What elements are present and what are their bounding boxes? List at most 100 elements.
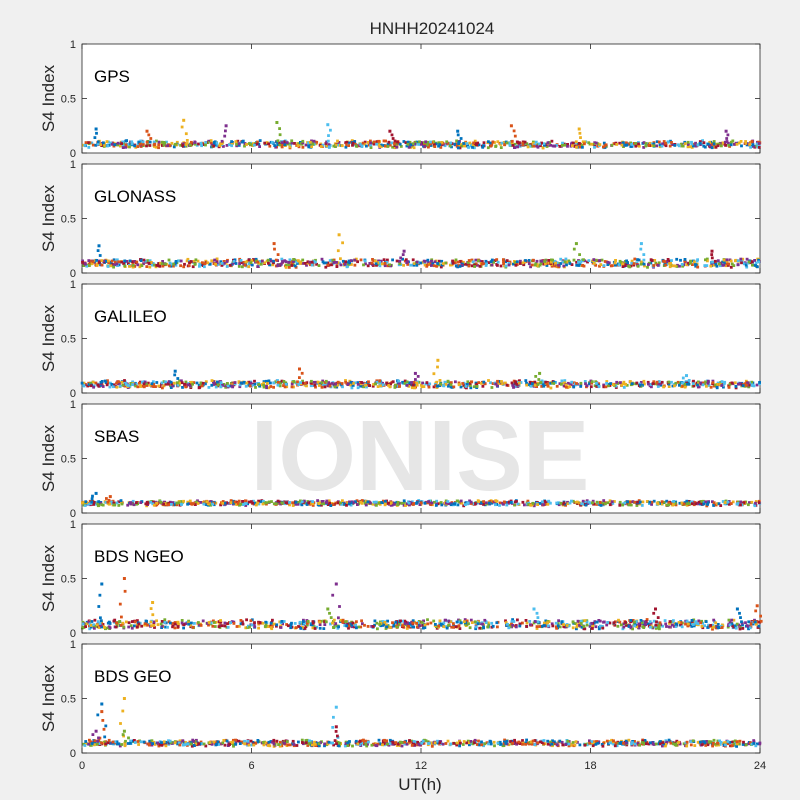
data-point — [394, 383, 397, 387]
y-tick-label: 1 — [70, 159, 76, 171]
data-point — [368, 384, 371, 387]
data-point — [647, 263, 650, 266]
data-point — [163, 621, 167, 624]
data-point — [749, 741, 752, 745]
data-point — [745, 265, 749, 269]
data-point — [99, 384, 103, 387]
data-point — [526, 145, 530, 149]
data-point — [329, 504, 333, 507]
figure-title: HNHH20241024 — [370, 19, 495, 38]
data-point — [88, 264, 91, 267]
data-point — [563, 260, 567, 264]
data-point — [387, 501, 390, 505]
data-point — [206, 141, 210, 144]
data-point — [635, 504, 639, 507]
data-point — [237, 265, 241, 268]
data-point — [703, 624, 707, 628]
data-point — [481, 145, 485, 149]
data-point — [415, 622, 418, 625]
data-point — [294, 502, 297, 506]
data-point — [145, 500, 149, 504]
data-point — [335, 261, 338, 264]
data-point — [202, 502, 206, 506]
data-point — [336, 626, 340, 630]
data-point — [551, 739, 554, 743]
data-point — [444, 618, 447, 622]
data-point — [349, 259, 353, 262]
data-point — [747, 260, 751, 264]
data-point — [686, 380, 690, 384]
data-point — [327, 499, 331, 503]
data-point — [518, 141, 521, 145]
data-point — [716, 259, 720, 263]
data-point — [435, 626, 439, 630]
data-point — [698, 141, 702, 145]
data-point — [301, 262, 304, 265]
data-point — [296, 144, 300, 147]
data-point — [607, 384, 610, 388]
data-point — [668, 144, 672, 148]
spike-point — [108, 495, 112, 499]
data-point — [278, 384, 282, 388]
data-point — [562, 384, 566, 388]
data-point — [175, 381, 179, 385]
data-point — [250, 383, 254, 387]
data-point — [514, 380, 517, 384]
data-point — [409, 263, 413, 267]
data-point — [754, 501, 757, 505]
data-point — [82, 500, 86, 504]
data-point — [725, 140, 729, 143]
data-point — [728, 620, 732, 624]
data-point — [560, 621, 564, 625]
data-point — [346, 622, 349, 625]
data-point — [499, 382, 503, 385]
data-point — [131, 260, 134, 263]
data-point — [168, 144, 172, 148]
data-point — [269, 259, 273, 263]
data-point — [244, 384, 248, 388]
data-point — [145, 621, 148, 625]
data-point — [276, 253, 280, 256]
data-point — [510, 141, 514, 145]
data-point — [379, 384, 382, 388]
data-point — [97, 261, 101, 264]
data-point — [628, 380, 632, 383]
data-point — [545, 145, 549, 148]
spike-point — [654, 607, 657, 611]
data-point — [200, 384, 204, 388]
data-point — [679, 621, 683, 624]
data-point — [257, 499, 260, 503]
data-point — [192, 381, 196, 384]
plot-area — [81, 43, 761, 154]
data-point — [141, 140, 145, 144]
data-point — [740, 503, 744, 507]
data-point — [751, 622, 755, 626]
data-point — [749, 622, 753, 626]
data-point — [755, 142, 759, 146]
data-point — [627, 503, 631, 507]
data-point — [403, 379, 407, 383]
data-point — [145, 384, 149, 387]
data-point — [80, 381, 84, 385]
data-point — [738, 627, 742, 631]
data-point — [438, 621, 442, 625]
data-point — [544, 262, 547, 266]
data-point — [474, 258, 478, 262]
data-point — [241, 265, 244, 269]
data-point — [462, 383, 466, 387]
data-point — [107, 143, 111, 147]
data-point — [681, 384, 684, 388]
data-point — [325, 499, 329, 503]
data-point — [411, 621, 415, 625]
data-point — [121, 621, 124, 625]
data-point — [170, 622, 174, 625]
data-point — [406, 621, 409, 625]
data-point — [99, 616, 102, 620]
data-point — [96, 142, 100, 146]
data-point — [125, 260, 129, 263]
data-point — [462, 142, 466, 145]
data-points — [80, 358, 761, 390]
data-point — [533, 620, 537, 623]
data-point — [746, 381, 750, 385]
data-point — [753, 620, 757, 624]
